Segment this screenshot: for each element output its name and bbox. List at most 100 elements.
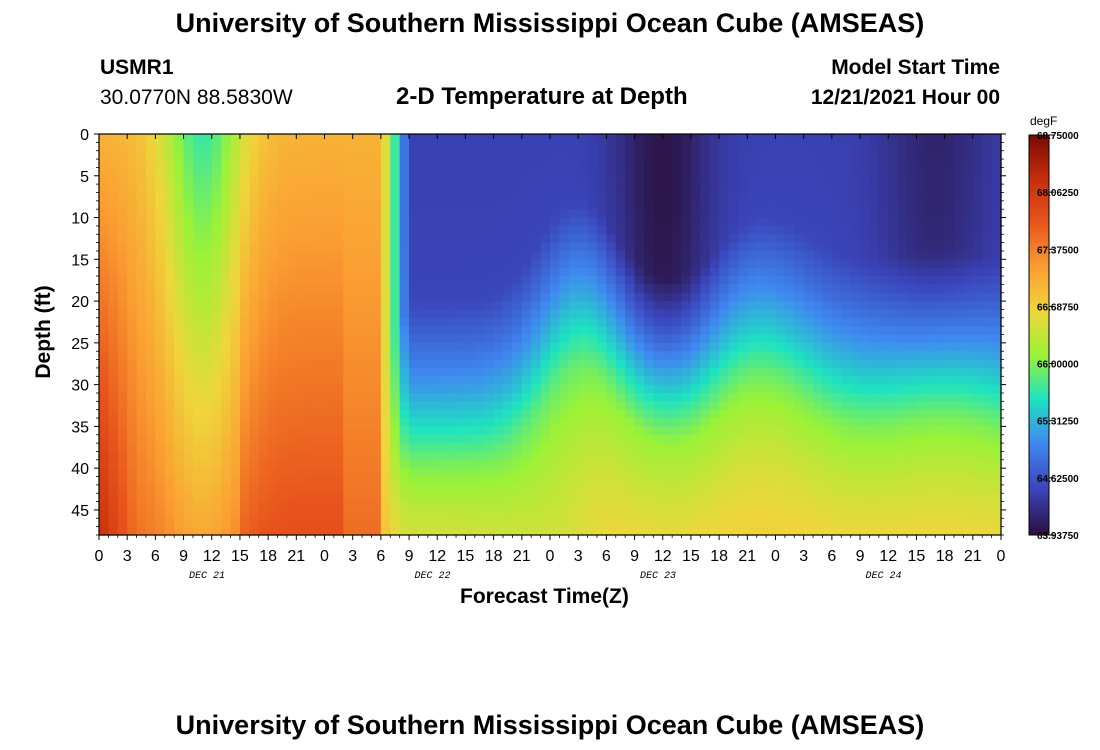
heatmap-cell bbox=[352, 225, 363, 235]
heatmap-cell bbox=[399, 509, 410, 519]
heatmap-cell bbox=[841, 267, 852, 277]
heatmap-cell bbox=[756, 276, 767, 285]
heatmap-cell bbox=[211, 134, 222, 143]
heatmap-cell bbox=[681, 192, 692, 202]
heatmap-cell bbox=[503, 526, 514, 536]
heatmap-cell bbox=[606, 225, 617, 235]
heatmap-cell bbox=[474, 317, 485, 327]
heatmap-cell bbox=[456, 434, 467, 444]
heatmap-cell bbox=[672, 376, 683, 386]
heatmap-cell bbox=[925, 209, 936, 219]
heatmap-cell bbox=[841, 134, 852, 143]
heatmap-cell bbox=[690, 376, 701, 386]
heatmap-cell bbox=[850, 526, 861, 536]
heatmap-cell bbox=[268, 284, 279, 294]
heatmap-cell bbox=[484, 267, 495, 277]
heatmap-cell bbox=[813, 351, 824, 361]
heatmap-cell bbox=[756, 159, 767, 169]
heatmap-cell bbox=[305, 267, 316, 277]
heatmap-cell bbox=[324, 334, 335, 344]
heatmap-cell bbox=[380, 159, 391, 169]
heatmap-cell bbox=[766, 351, 777, 361]
heatmap-cell bbox=[249, 501, 260, 511]
heatmap-cell bbox=[982, 217, 993, 227]
heatmap-cell bbox=[164, 476, 175, 486]
heatmap-cell bbox=[324, 217, 335, 227]
heatmap-cell bbox=[653, 192, 664, 202]
heatmap-cell bbox=[99, 184, 109, 194]
heatmap-cell bbox=[954, 342, 965, 352]
heatmap-cell bbox=[709, 401, 720, 411]
heatmap-cell bbox=[747, 334, 758, 344]
heatmap-cell bbox=[587, 150, 598, 160]
heatmap-cell bbox=[258, 418, 269, 427]
heatmap-cell bbox=[183, 443, 194, 453]
heatmap-cell bbox=[982, 326, 993, 336]
heatmap-cell bbox=[972, 159, 983, 169]
heatmap-cell bbox=[860, 367, 871, 377]
heatmap-cell bbox=[869, 392, 880, 402]
heatmap-cell bbox=[371, 250, 382, 260]
heatmap-cell bbox=[775, 451, 786, 461]
heatmap-cell bbox=[972, 384, 983, 394]
heatmap-cell bbox=[850, 509, 861, 519]
heatmap-cell bbox=[503, 392, 514, 402]
heatmap-cell bbox=[155, 501, 166, 511]
heatmap-cell bbox=[305, 418, 316, 427]
heatmap-cell bbox=[794, 134, 805, 143]
heatmap-cell bbox=[737, 359, 748, 369]
heatmap-cell bbox=[437, 175, 448, 185]
heatmap-cell bbox=[164, 443, 175, 453]
heatmap-cell bbox=[766, 184, 777, 194]
heatmap-cell bbox=[474, 167, 485, 177]
heatmap-cell bbox=[963, 409, 974, 419]
heatmap-cell bbox=[277, 317, 288, 327]
heatmap-cell bbox=[860, 284, 871, 294]
heatmap-cell bbox=[643, 159, 654, 169]
heatmap-cell bbox=[174, 142, 185, 152]
heatmap-cell bbox=[362, 451, 373, 461]
heatmap-cell bbox=[362, 443, 373, 453]
heatmap-cell bbox=[117, 526, 128, 536]
y-tick-label: 0 bbox=[80, 127, 89, 144]
heatmap-cell bbox=[211, 468, 222, 478]
heatmap-cell bbox=[559, 443, 570, 453]
heatmap-cell bbox=[296, 493, 307, 503]
heatmap-cell bbox=[221, 426, 232, 436]
heatmap-cell bbox=[503, 367, 514, 377]
heatmap-cell bbox=[418, 526, 429, 536]
heatmap-cell bbox=[869, 426, 880, 436]
heatmap-cell bbox=[521, 484, 532, 494]
heatmap-cell bbox=[841, 276, 852, 285]
heatmap-cell bbox=[625, 359, 636, 369]
heatmap-cell bbox=[794, 376, 805, 386]
heatmap-cell bbox=[155, 418, 166, 427]
heatmap-cell bbox=[944, 267, 955, 277]
x-tick-label: 6 bbox=[602, 548, 611, 565]
heatmap-cell bbox=[221, 192, 232, 202]
heatmap-cell bbox=[315, 317, 326, 327]
heatmap-cell bbox=[615, 317, 626, 327]
heatmap-cell bbox=[756, 367, 767, 377]
x-tick-label: 18 bbox=[936, 548, 954, 565]
heatmap-cell bbox=[681, 426, 692, 436]
heatmap-cell bbox=[596, 234, 607, 244]
heatmap-cell bbox=[766, 409, 777, 419]
heatmap-cell bbox=[737, 184, 748, 194]
heatmap-cell bbox=[127, 317, 138, 327]
heatmap-cell bbox=[822, 518, 833, 528]
heatmap-cell bbox=[737, 342, 748, 352]
heatmap-cell bbox=[596, 509, 607, 519]
heatmap-cell bbox=[493, 351, 504, 361]
heatmap-cell bbox=[653, 242, 664, 252]
heatmap-cell bbox=[681, 234, 692, 244]
heatmap-cell bbox=[878, 434, 889, 444]
heatmap-cell bbox=[155, 150, 166, 160]
heatmap-cell bbox=[954, 451, 965, 461]
heatmap-cell bbox=[437, 418, 448, 427]
heatmap-cell bbox=[418, 150, 429, 160]
heatmap-cell bbox=[465, 501, 476, 511]
heatmap-cell bbox=[822, 159, 833, 169]
heatmap-cell bbox=[221, 392, 232, 402]
heatmap-cell bbox=[202, 376, 213, 386]
